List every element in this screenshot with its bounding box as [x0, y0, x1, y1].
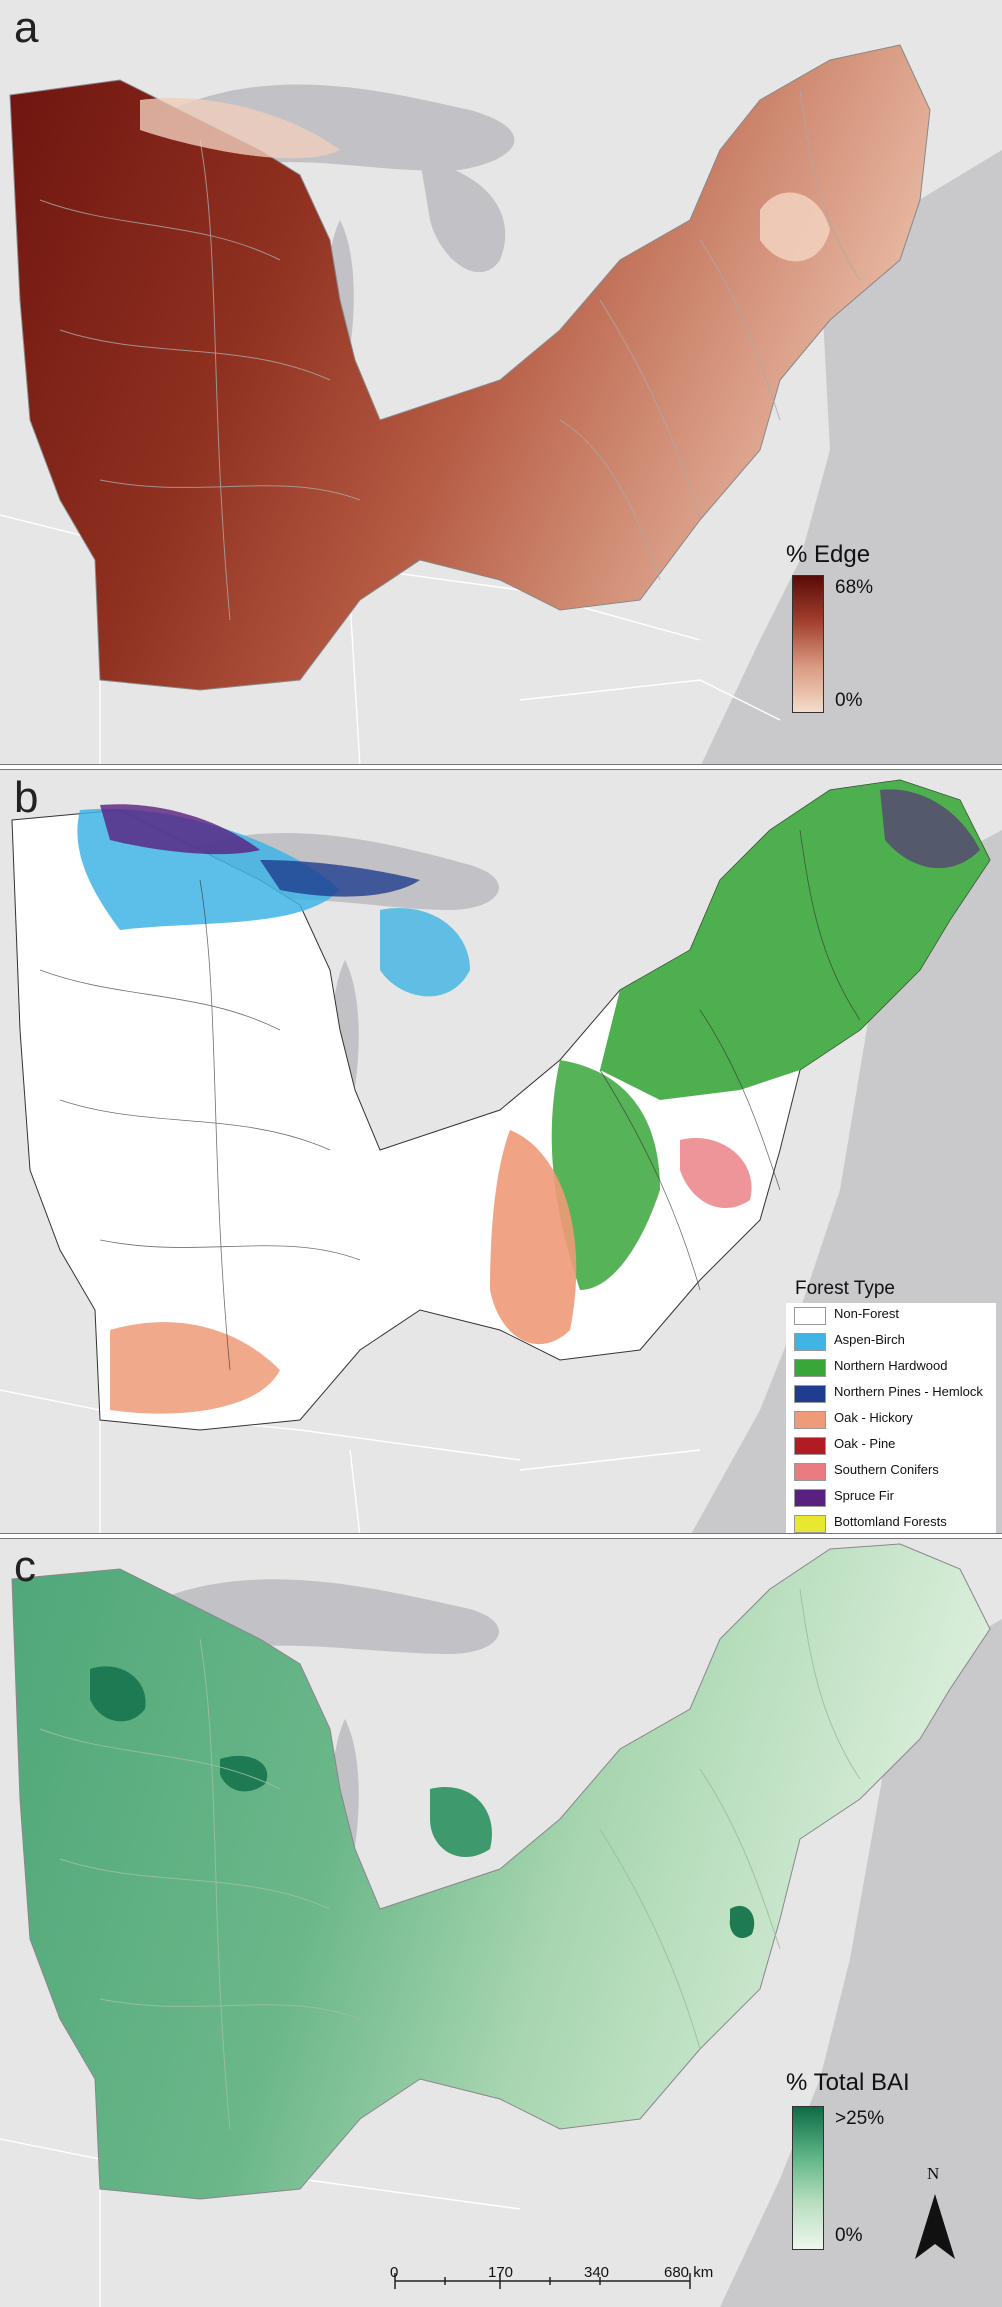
ocean	[700, 150, 1002, 767]
map-b	[0, 779, 1002, 1536]
north-arrow-label: N	[927, 2164, 940, 2183]
swatch-oak-hickory	[794, 1411, 826, 1429]
panel-letter-b: b	[14, 773, 39, 822]
lake-huron	[420, 160, 506, 273]
label-oak-pine: Oak - Pine	[834, 1436, 896, 1451]
swatch-southern-conifers	[794, 1463, 826, 1481]
panel-divider	[0, 764, 1002, 770]
edge-choropleth	[9, 44, 931, 691]
legend-item-southern-conifers: Southern Conifers	[794, 1461, 994, 1481]
legend-item-oak-hickory: Oak - Hickory	[794, 1409, 994, 1429]
scale-tick-340: 340	[584, 2264, 610, 2281]
edge-color-ramp	[792, 575, 824, 713]
label-bottomland-forests: Bottomland Forests	[834, 1514, 947, 1529]
legend-item-spruce-fir: Spruce Fir	[794, 1487, 994, 1507]
label-non-forest: Non-Forest	[834, 1306, 900, 1321]
forest-type-legend: Non-Forest Aspen-Birch Northern Hardwood…	[786, 1303, 996, 1536]
legend-title-forest-type: Forest Type	[795, 1278, 895, 1299]
scale-tick-680: 680 km	[664, 2264, 714, 2281]
panel-letter-c: c	[14, 1542, 36, 1591]
oak-hickory-area	[490, 1130, 577, 1345]
pines-hemlock-area	[260, 860, 420, 897]
ne-low-edge-patch	[760, 192, 830, 262]
panel-c-bai-map: c % Total BAI >25% 0% N	[0, 1539, 1002, 2307]
panel-letter-a: a	[14, 3, 39, 52]
oak-hickory-area-2	[110, 1322, 280, 1414]
scale-bar	[394, 2273, 691, 2289]
swatch-aspen-birch	[794, 1333, 826, 1351]
bai-high-patch-3	[430, 1787, 492, 1858]
legend-title-edge: % Edge	[786, 541, 871, 568]
legend-item-northern-pines-hemlock: Northern Pines - Hemlock	[794, 1383, 994, 1403]
legend-title-bai: % Total BAI	[786, 2069, 910, 2096]
edge-min-label: 0%	[835, 690, 863, 711]
north-arrow-icon	[915, 2194, 955, 2259]
ecoregion-boundaries	[39, 89, 861, 621]
map-a	[0, 44, 1002, 767]
label-spruce-fir: Spruce Fir	[834, 1488, 894, 1503]
bai-high-patch-1	[90, 1666, 146, 1722]
bai-high-patch-4	[729, 1905, 755, 1939]
legend-item-northern-hardwood: Northern Hardwood	[794, 1357, 994, 1377]
legend-item-aspen-birch: Aspen-Birch	[794, 1331, 994, 1351]
label-southern-conifers: Southern Conifers	[834, 1462, 939, 1477]
legend-item-bottomland-forests: Bottomland Forests	[794, 1513, 994, 1533]
legend-item-oak-pine: Oak - Pine	[794, 1435, 994, 1455]
swatch-northern-pines-hemlock	[794, 1385, 826, 1403]
swatch-spruce-fir	[794, 1489, 826, 1507]
ecoregion-boundaries	[39, 829, 861, 1371]
bai-choropleth	[11, 1543, 991, 2200]
label-northern-hardwood: Northern Hardwood	[834, 1358, 948, 1373]
swatch-bottomland-forests	[794, 1515, 826, 1533]
ocean	[720, 1619, 1002, 2307]
oak-hickory-area-3	[680, 1138, 752, 1209]
legend-item-non-forest: Non-Forest	[794, 1305, 994, 1325]
panel-b-forest-type-map: b Forest Type Non-Forest Aspen-Birch Nor…	[0, 770, 1002, 1536]
bai-color-ramp	[792, 2106, 824, 2250]
edge-max-label: 68%	[835, 577, 874, 598]
label-northern-pines-hemlock: Northern Pines - Hemlock	[834, 1384, 983, 1399]
panel-divider	[0, 1533, 1002, 1539]
bai-min-label: 0%	[835, 2225, 863, 2246]
scale-tick-170: 170	[488, 2264, 514, 2281]
bai-max-label: >25%	[835, 2108, 885, 2129]
aspen-birch-area-2	[380, 908, 470, 997]
north-low-edge-patch	[140, 98, 340, 159]
label-oak-hickory: Oak - Hickory	[834, 1410, 913, 1425]
spruce-fir-area	[100, 804, 260, 855]
swatch-non-forest	[794, 1307, 826, 1325]
map-c	[0, 1543, 1002, 2307]
scale-tick-0: 0	[390, 2264, 399, 2281]
ecoregion-boundaries	[39, 1588, 861, 2130]
swatch-northern-hardwood	[794, 1359, 826, 1377]
panel-a-edge-map: a % Edge 68% 0%	[0, 0, 1002, 767]
label-aspen-birch: Aspen-Birch	[834, 1332, 905, 1347]
swatch-oak-pine	[794, 1437, 826, 1455]
northern-hardwood-area	[600, 780, 990, 1100]
northern-hardwood-area-2	[551, 1060, 660, 1290]
spruce-fir-maine	[880, 789, 980, 869]
